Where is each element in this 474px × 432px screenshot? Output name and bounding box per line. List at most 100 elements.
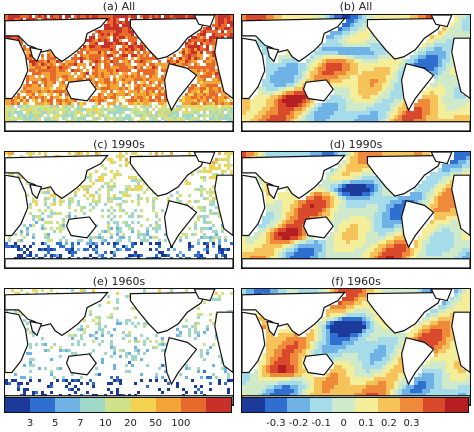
count-cell xyxy=(20,289,23,292)
anomaly-cell xyxy=(374,99,378,103)
anomaly-cell xyxy=(334,107,338,111)
anomaly-cell xyxy=(430,236,434,240)
count-cell xyxy=(200,105,203,108)
count-cell xyxy=(104,69,107,72)
count-cell xyxy=(206,90,209,93)
anomaly-cell xyxy=(298,67,302,71)
anomaly-cell xyxy=(454,107,458,111)
count-cell xyxy=(26,182,29,185)
anomaly-cell xyxy=(282,67,286,71)
anomaly-cell xyxy=(274,204,278,208)
continent-outline xyxy=(430,152,453,165)
count-cell xyxy=(83,185,86,188)
count-cell xyxy=(107,63,110,66)
count-cell xyxy=(149,96,152,99)
count-cell xyxy=(203,206,206,209)
anomaly-cell xyxy=(462,31,466,35)
count-cell xyxy=(191,245,194,248)
anomaly-cell xyxy=(358,47,362,51)
count-cell xyxy=(158,239,161,242)
count-cell xyxy=(209,60,212,63)
anomaly-cell xyxy=(358,152,362,156)
anomaly-cell xyxy=(290,59,294,63)
anomaly-cell xyxy=(378,83,382,87)
anomaly-cell xyxy=(366,204,370,208)
anomaly-cell xyxy=(450,172,454,176)
anomaly-cell xyxy=(422,95,426,99)
anomaly-cell xyxy=(298,83,302,87)
anomaly-cell xyxy=(382,184,386,188)
count-cell xyxy=(110,84,113,87)
count-cell xyxy=(212,108,215,111)
count-cell xyxy=(191,39,194,42)
anomaly-cell xyxy=(350,289,354,293)
anomaly-cell xyxy=(298,152,302,156)
anomaly-cell xyxy=(358,224,362,228)
count-cell xyxy=(167,111,170,114)
count-cell xyxy=(104,84,107,87)
anomaly-cell xyxy=(434,35,438,39)
anomaly-cell xyxy=(294,228,298,232)
anomaly-cell xyxy=(442,119,446,123)
anomaly-cell xyxy=(362,39,366,43)
anomaly-cell xyxy=(454,236,458,240)
anomaly-cell xyxy=(350,293,354,297)
anomaly-cell xyxy=(330,83,334,87)
anomaly-cell xyxy=(258,224,262,228)
count-cell xyxy=(14,36,17,39)
count-cell xyxy=(122,87,125,90)
count-cell xyxy=(80,111,83,114)
anomaly-cell xyxy=(450,160,454,164)
anomaly-cell xyxy=(350,119,354,123)
count-cell xyxy=(35,78,38,81)
anomaly-cell xyxy=(370,119,374,123)
anomaly-cell xyxy=(318,152,322,156)
anomaly-cell xyxy=(430,232,434,236)
anomaly-cell xyxy=(306,99,310,103)
count-cell xyxy=(152,57,155,60)
count-cell xyxy=(122,30,125,33)
count-cell xyxy=(56,93,59,96)
anomaly-cell xyxy=(450,91,454,95)
count-cell xyxy=(194,63,197,66)
count-cell xyxy=(41,93,44,96)
count-cell xyxy=(89,42,92,45)
anomaly-cell xyxy=(350,79,354,83)
anomaly-cell xyxy=(338,63,342,67)
anomaly-cell xyxy=(302,63,306,67)
anomaly-cell xyxy=(378,51,382,55)
anomaly-cell xyxy=(326,71,330,75)
count-cell xyxy=(191,206,194,209)
count-cell xyxy=(137,87,140,90)
anomaly-cell xyxy=(278,244,282,248)
count-cell xyxy=(209,63,212,66)
anomaly-cell xyxy=(358,216,362,220)
count-cell xyxy=(80,48,83,51)
anomaly-cell xyxy=(246,252,250,256)
count-cell xyxy=(140,197,143,200)
anomaly-cell xyxy=(274,67,278,71)
count-cell xyxy=(8,117,11,120)
anomaly-cell xyxy=(294,212,298,216)
count-cell xyxy=(218,78,221,81)
anomaly-cell xyxy=(450,95,454,99)
map-panel-d xyxy=(241,151,471,269)
count-cell xyxy=(17,385,20,388)
anomaly-cell xyxy=(322,188,326,192)
anomaly-cell xyxy=(254,115,258,119)
anomaly-cell xyxy=(422,91,426,95)
count-cell xyxy=(119,105,122,108)
count-cell xyxy=(197,90,200,93)
count-cell xyxy=(146,90,149,93)
anomaly-cell xyxy=(362,184,366,188)
anomaly-cell xyxy=(354,188,358,192)
count-cell xyxy=(221,87,224,90)
count-cell xyxy=(200,87,203,90)
count-cell xyxy=(98,39,101,42)
anomaly-cell xyxy=(398,99,402,103)
anomaly-cell xyxy=(326,244,330,248)
count-cell xyxy=(104,87,107,90)
anomaly-cell xyxy=(286,103,290,107)
anomaly-cell xyxy=(302,91,306,95)
count-cell xyxy=(47,236,50,239)
